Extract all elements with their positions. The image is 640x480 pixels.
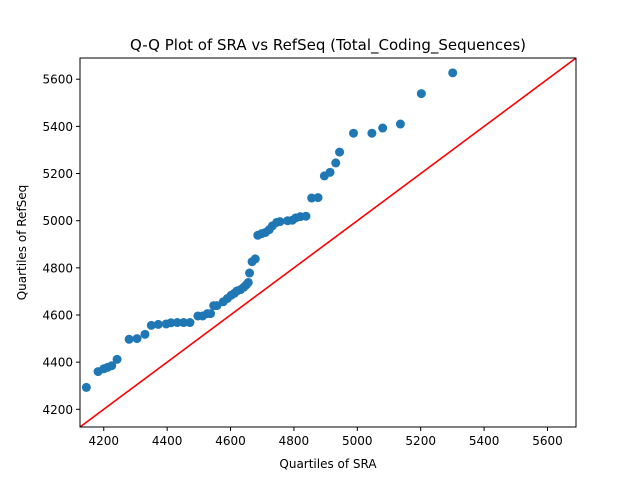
y-tick-label: 4800 <box>42 261 73 275</box>
data-point <box>206 309 216 319</box>
reference-line <box>80 58 576 427</box>
x-tick-label: 5400 <box>469 434 500 448</box>
data-point <box>301 211 311 221</box>
data-point <box>250 254 260 264</box>
data-point <box>172 318 182 328</box>
x-tick-label: 5200 <box>405 434 436 448</box>
y-tick-label: 5600 <box>42 73 73 87</box>
data-point <box>335 147 345 157</box>
y-axis-label: Quartiles of RefSeq <box>15 185 29 301</box>
data-point <box>448 68 458 78</box>
x-tick-label: 4600 <box>215 434 246 448</box>
y-tick-label: 5400 <box>42 120 73 134</box>
x-tick-label: 5600 <box>532 434 563 448</box>
data-point <box>185 318 195 328</box>
data-point <box>153 319 163 329</box>
data-points <box>81 68 458 392</box>
data-point <box>107 361 117 371</box>
x-tick-label: 4200 <box>88 434 119 448</box>
data-point <box>416 89 426 99</box>
reference-line-group <box>80 58 576 427</box>
chart-title: Q-Q Plot of SRA vs RefSeq (Total_Coding_… <box>130 36 526 55</box>
data-point <box>325 167 335 177</box>
data-point <box>349 128 359 138</box>
data-point <box>245 268 255 278</box>
data-point <box>124 334 134 344</box>
x-tick-label: 4400 <box>152 434 183 448</box>
y-tick-label: 4600 <box>42 309 73 323</box>
x-axis-ticks: 4200 4400 4600 4800 5000 5200 5400 5600 <box>88 427 563 448</box>
y-tick-label: 5200 <box>42 167 73 181</box>
data-point <box>81 382 91 392</box>
data-point <box>146 320 156 330</box>
data-point <box>179 318 189 328</box>
y-tick-label: 4400 <box>42 356 73 370</box>
data-point <box>313 193 323 203</box>
data-point <box>166 318 176 328</box>
data-point <box>331 158 341 168</box>
x-axis-label: Quartiles of SRA <box>279 457 377 471</box>
plot-frame <box>79 57 577 428</box>
data-point <box>367 128 377 138</box>
x-tick-label: 5000 <box>342 434 373 448</box>
data-point <box>378 123 388 133</box>
data-point <box>243 277 253 287</box>
data-point <box>132 334 142 344</box>
y-axis-ticks: 4200 4400 4600 4800 5000 5200 5400 5600 <box>42 73 80 417</box>
data-point <box>140 329 150 339</box>
y-tick-label: 4200 <box>42 403 73 417</box>
data-point <box>275 217 285 227</box>
y-tick-label: 5000 <box>42 214 73 228</box>
data-point <box>112 354 122 364</box>
data-point <box>395 119 405 129</box>
x-tick-label: 4800 <box>279 434 310 448</box>
